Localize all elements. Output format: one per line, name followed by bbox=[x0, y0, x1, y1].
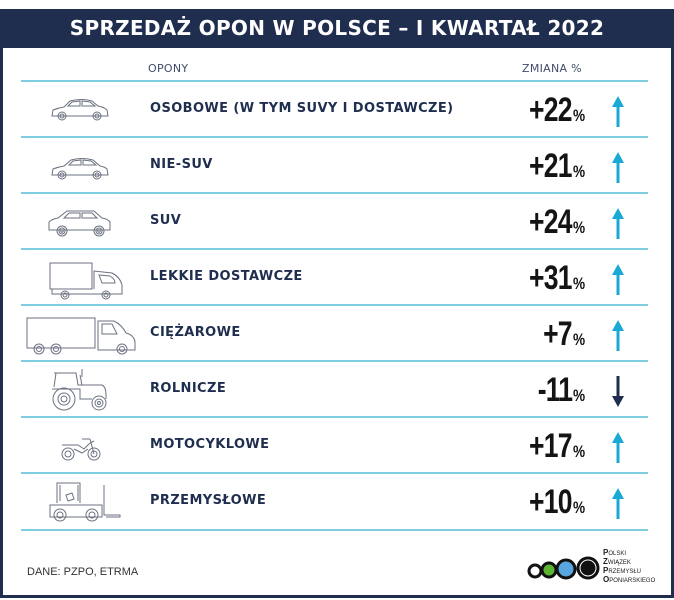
divider bbox=[21, 304, 648, 306]
divider bbox=[21, 192, 648, 194]
table-row: OSOBOWE (W TYM SUVY I DOSTAWCZE) +22% bbox=[0, 82, 674, 138]
change-value: +22% bbox=[529, 91, 585, 129]
arrow-up-icon bbox=[612, 96, 624, 127]
car-icon bbox=[51, 99, 109, 121]
heavy-truck-icon bbox=[26, 317, 136, 355]
arrow-up-icon bbox=[612, 432, 624, 463]
arrow-up-icon bbox=[612, 152, 624, 183]
change-value: +10% bbox=[529, 483, 585, 521]
change-value: +7% bbox=[543, 315, 585, 353]
logo-circles-icon bbox=[527, 556, 600, 580]
arrow-up-icon bbox=[612, 264, 624, 295]
table-row: MOTOCYKLOWE +17% bbox=[0, 418, 674, 474]
divider bbox=[21, 136, 648, 138]
column-header-change: ZMIANA % bbox=[522, 62, 582, 75]
table-row: ROLNICZE -11% bbox=[0, 362, 674, 418]
pzpo-logo: POLSKI ZWIĄZEK PRZEMYSŁU OPONIARSKIEGO bbox=[527, 548, 657, 584]
category-label: NIE-SUV bbox=[150, 157, 213, 172]
category-label: SUV bbox=[150, 213, 182, 228]
arrow-up-icon bbox=[612, 208, 624, 239]
hatchback-car-icon bbox=[51, 158, 109, 180]
infographic-frame bbox=[0, 9, 674, 598]
motorcycle-icon bbox=[61, 438, 101, 461]
arrow-up-icon bbox=[612, 488, 624, 519]
page-title: SPRZEDAŻ OPON W POLSCE – I KWARTAŁ 2022 bbox=[0, 9, 674, 48]
table-row: LEKKIE DOSTAWCZE +31% bbox=[0, 250, 674, 306]
change-value: +31% bbox=[529, 259, 585, 297]
change-value: +24% bbox=[529, 203, 585, 241]
divider bbox=[21, 416, 648, 418]
light-truck-icon bbox=[49, 262, 123, 300]
change-value: -11% bbox=[537, 371, 585, 409]
arrow-down-icon bbox=[612, 376, 624, 407]
column-header-tyres: OPONY bbox=[148, 62, 189, 75]
category-label: PRZEMYSŁOWE bbox=[150, 493, 267, 508]
category-label: MOTOCYKLOWE bbox=[150, 437, 270, 452]
arrow-up-icon bbox=[612, 320, 624, 351]
logo-text: POLSKI ZWIĄZEK PRZEMYSŁU OPONIARSKIEGO bbox=[603, 548, 656, 585]
table-row: CIĘŻAROWE +7% bbox=[0, 306, 674, 362]
forklift-icon bbox=[49, 482, 121, 522]
divider bbox=[21, 472, 648, 474]
table-row: PRZEMYSŁOWE +10% bbox=[0, 474, 674, 530]
category-label: ROLNICZE bbox=[150, 381, 227, 396]
data-source: DANE: PZPO, ETRMA bbox=[27, 566, 139, 578]
divider bbox=[21, 80, 648, 82]
category-label: OSOBOWE (W TYM SUVY I DOSTAWCZE) bbox=[150, 101, 454, 116]
table-row: SUV +24% bbox=[0, 194, 674, 250]
divider bbox=[21, 248, 648, 250]
suv-icon bbox=[48, 210, 111, 237]
tractor-icon bbox=[52, 369, 107, 411]
divider bbox=[21, 360, 648, 362]
change-value: +17% bbox=[529, 427, 585, 465]
category-label: LEKKIE DOSTAWCZE bbox=[150, 269, 303, 284]
divider bbox=[21, 529, 648, 531]
category-label: CIĘŻAROWE bbox=[150, 325, 241, 340]
table-row: NIE-SUV +21% bbox=[0, 138, 674, 194]
change-value: +21% bbox=[529, 147, 585, 185]
